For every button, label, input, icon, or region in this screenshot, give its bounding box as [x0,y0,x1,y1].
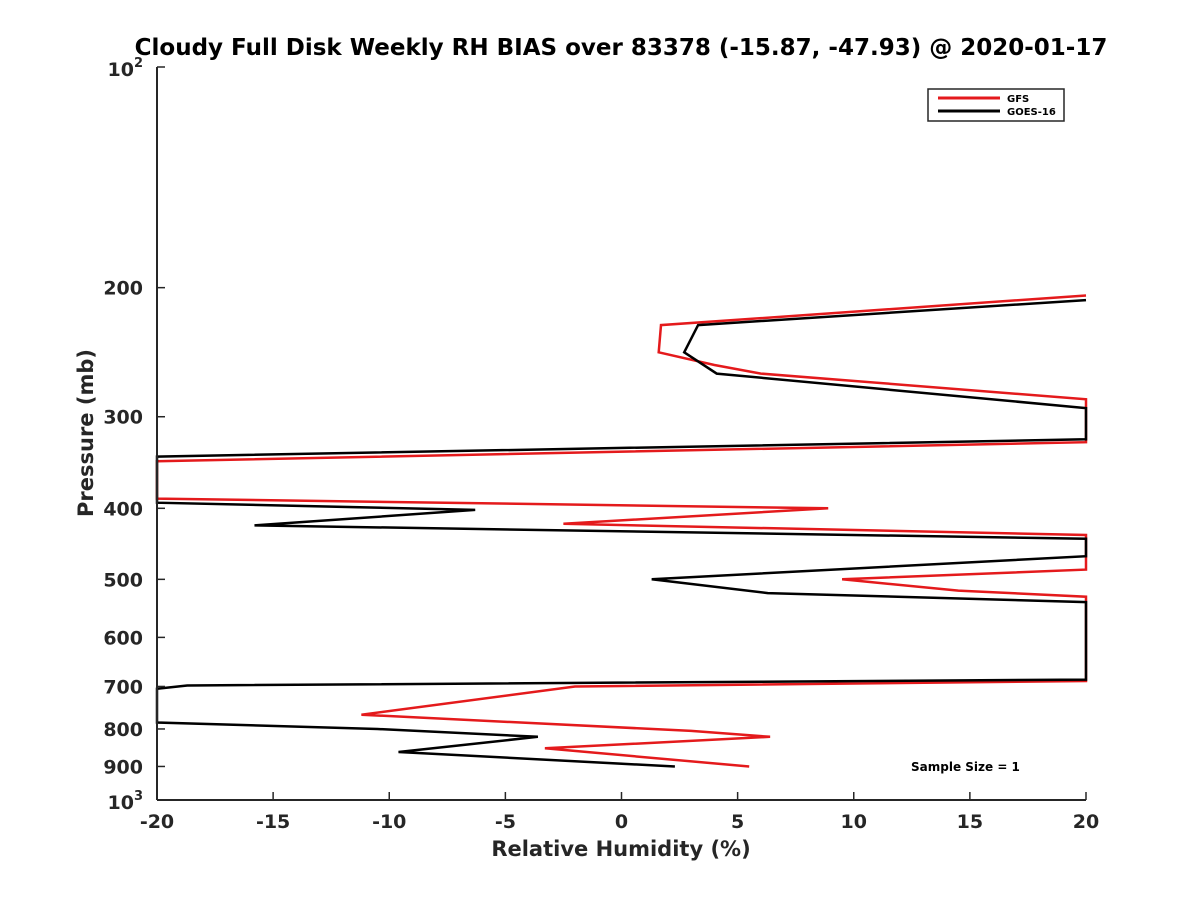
xtick-label: 20 [1073,811,1099,833]
xtick-label: 0 [615,811,628,833]
ytick-label: 700 [103,676,143,698]
xtick-label: -20 [140,811,174,833]
ytick-label: 900 [103,756,143,778]
ytick-label: 800 [103,719,143,741]
series-layer [155,294,1088,768]
ytick-label: 300 [103,407,143,429]
sample-size-annotation: Sample Size = 1 [911,760,1020,774]
series-line-goes16 [155,298,1088,768]
xtick-label: -15 [256,811,290,833]
xtick-label: -5 [495,811,516,833]
ytick-label-top: 102 [108,56,144,81]
xtick-label: -10 [372,811,406,833]
legend-box [927,88,1065,122]
x-ticks: -20 -15 -10 -5 0 5 10 15 20 [140,792,1099,833]
y-axis-label: Pressure (mb) [74,349,98,517]
plot-background [157,67,1086,800]
chart-title: Cloudy Full Disk Weekly RH BIAS over 833… [135,35,1108,61]
ytick-label: 200 [103,278,143,300]
ytick-label: 500 [103,569,143,591]
legend-label-goes16: GOES-16 [1007,107,1056,118]
x-axis-label: Relative Humidity (%) [491,837,750,861]
xtick-label: 15 [957,811,983,833]
series-line-gfs [155,294,1088,768]
plot-area [155,67,1088,801]
ytick-label: 400 [103,498,143,520]
y-ticks: 200 300 400 500 600 700 800 900 [103,66,165,801]
xtick-label: 5 [731,811,744,833]
legend-label-gfs: GFS [1007,94,1029,105]
xtick-label: 10 [841,811,867,833]
legend: GFS GOES-16 [927,88,1065,122]
ytick-label-bottom: 103 [108,789,144,814]
ytick-label: 600 [103,627,143,649]
